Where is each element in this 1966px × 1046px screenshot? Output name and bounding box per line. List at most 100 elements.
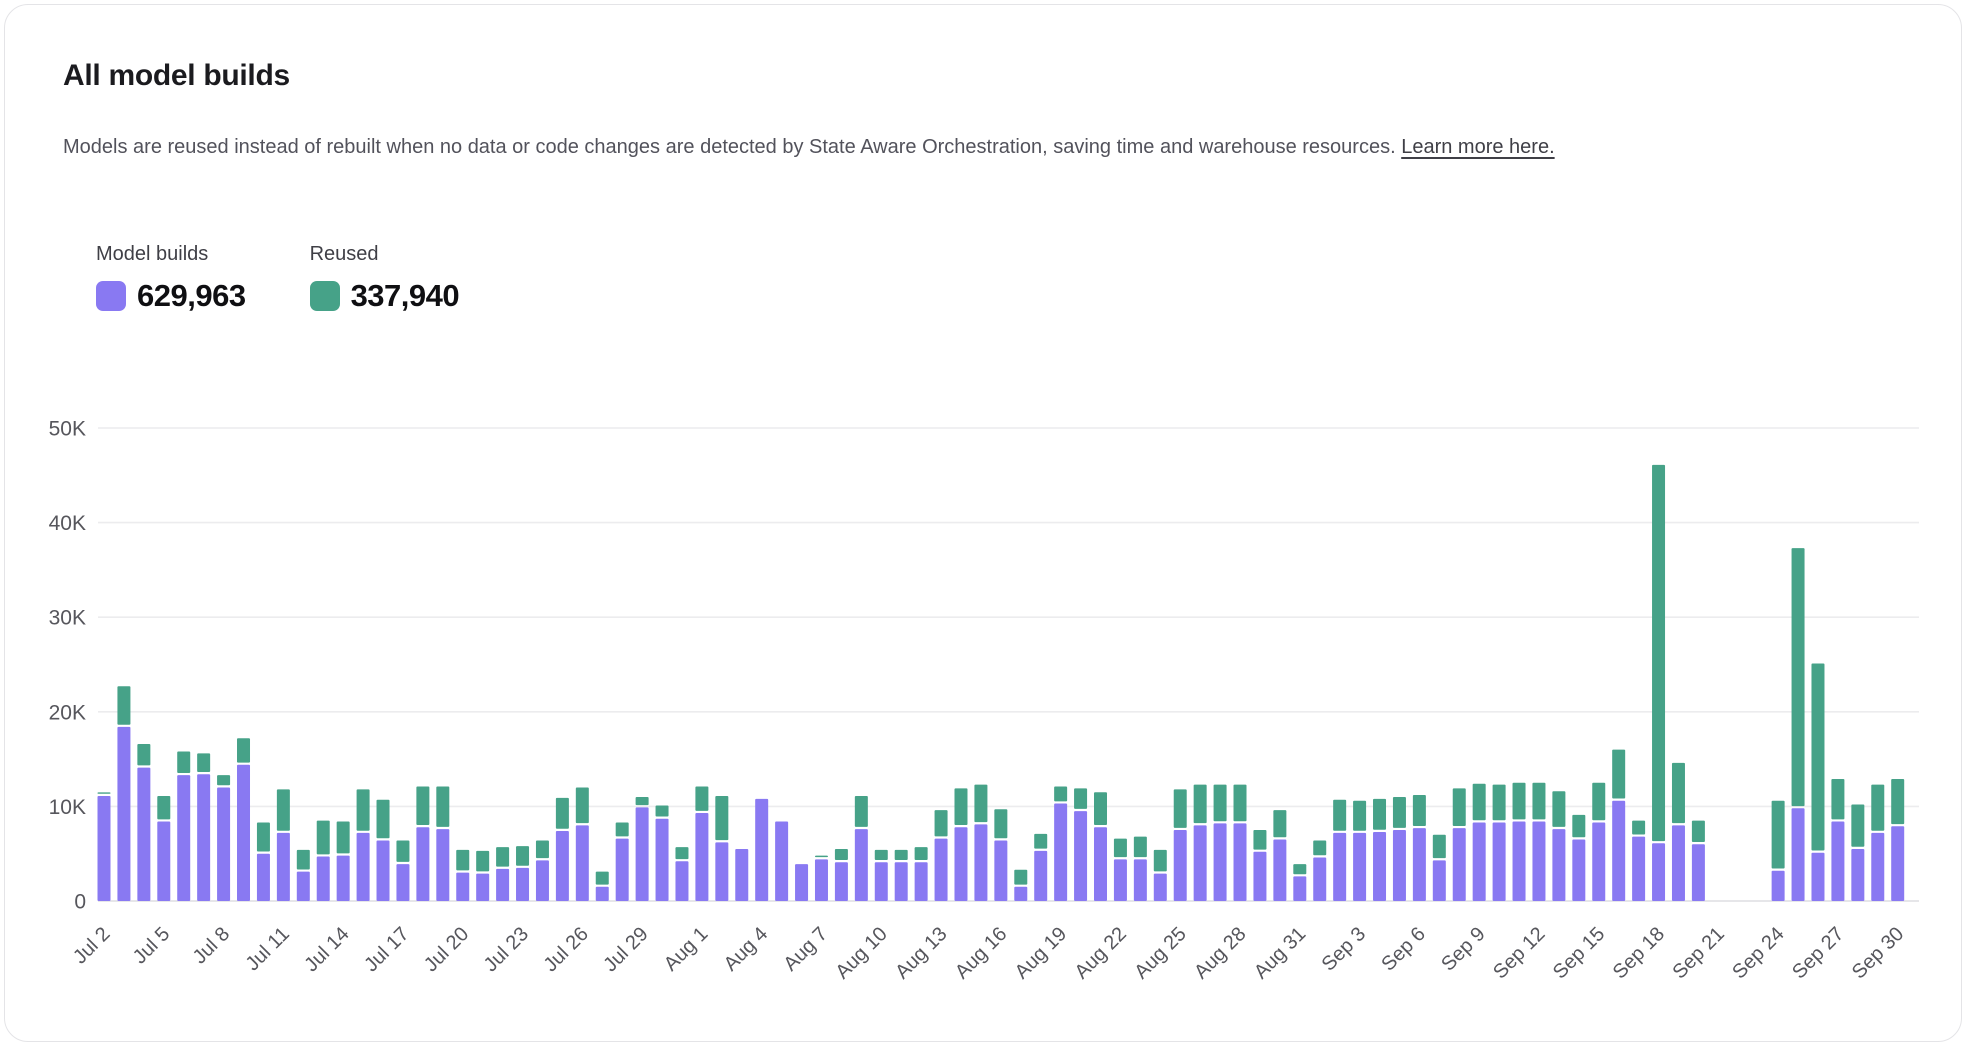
bar-model-builds[interactable] <box>1014 886 1028 901</box>
bar-reused[interactable] <box>1552 791 1566 827</box>
bar-reused[interactable] <box>1851 804 1865 847</box>
bar-model-builds[interactable] <box>1452 828 1466 901</box>
bar-reused[interactable] <box>635 796 649 806</box>
bar-model-builds[interactable] <box>575 825 589 901</box>
bar-reused[interactable] <box>1094 792 1107 826</box>
bar-model-builds[interactable] <box>1472 822 1486 901</box>
bar-model-builds[interactable] <box>675 861 689 901</box>
bar-reused[interactable] <box>1173 789 1187 828</box>
bar-model-builds[interactable] <box>695 813 709 901</box>
bar-model-builds[interactable] <box>814 859 828 901</box>
bar-model-builds[interactable] <box>755 798 769 901</box>
bar-reused[interactable] <box>436 786 450 827</box>
bar-model-builds[interactable] <box>1891 826 1905 901</box>
bar-model-builds[interactable] <box>1412 828 1426 901</box>
bar-model-builds[interactable] <box>655 818 669 901</box>
bar-model-builds[interactable] <box>237 764 251 901</box>
bar-reused[interactable] <box>157 795 171 820</box>
bar-reused[interactable] <box>237 738 251 763</box>
bar-reused[interactable] <box>1133 836 1147 858</box>
bar-reused[interactable] <box>1213 784 1227 822</box>
bar-model-builds[interactable] <box>316 856 330 901</box>
bar-model-builds[interactable] <box>396 864 410 901</box>
bar-model-builds[interactable] <box>356 832 370 901</box>
bar-reused[interactable] <box>336 821 350 854</box>
learn-more-link[interactable]: Learn more here. <box>1401 136 1555 158</box>
bar-reused[interactable] <box>1193 784 1207 824</box>
bar-reused[interactable] <box>954 788 968 826</box>
bar-reused[interactable] <box>1691 820 1705 843</box>
bar-model-builds[interactable] <box>1054 803 1068 901</box>
bar-reused[interactable] <box>1612 749 1626 799</box>
bar-reused[interactable] <box>1632 820 1646 835</box>
bar-reused[interactable] <box>256 822 270 852</box>
bar-model-builds[interactable] <box>894 862 908 901</box>
bar-reused[interactable] <box>814 855 828 858</box>
bar-model-builds[interactable] <box>1771 870 1785 901</box>
bar-model-builds[interactable] <box>217 787 231 901</box>
bar-model-builds[interactable] <box>914 862 928 901</box>
bar-reused[interactable] <box>1432 834 1446 859</box>
bar-reused[interactable] <box>974 784 988 823</box>
bar-reused[interactable] <box>1512 782 1526 820</box>
bar-model-builds[interactable] <box>595 886 609 901</box>
bar-model-builds[interactable] <box>615 838 629 901</box>
bar-model-builds[interactable] <box>1492 822 1506 901</box>
bar-reused[interactable] <box>1452 788 1466 826</box>
bar-reused[interactable] <box>1671 762 1685 824</box>
bar-model-builds[interactable] <box>436 829 450 901</box>
bar-model-builds[interactable] <box>535 860 549 901</box>
bar-model-builds[interactable] <box>97 795 111 901</box>
bar-reused[interactable] <box>1153 849 1167 872</box>
bar-model-builds[interactable] <box>496 868 510 901</box>
bar-model-builds[interactable] <box>1273 839 1287 901</box>
bar-reused[interactable] <box>555 797 569 829</box>
bar-model-builds[interactable] <box>276 832 290 901</box>
bar-model-builds[interactable] <box>1233 823 1247 901</box>
bar-model-builds[interactable] <box>1313 857 1327 901</box>
bar-model-builds[interactable] <box>1333 832 1347 901</box>
bar-model-builds[interactable] <box>775 821 789 901</box>
bar-reused[interactable] <box>177 751 191 773</box>
bar-reused[interactable] <box>1353 800 1367 831</box>
bar-model-builds[interactable] <box>296 871 310 901</box>
bar-model-builds[interactable] <box>1632 836 1646 901</box>
bar-model-builds[interactable] <box>1074 811 1088 901</box>
bar-reused[interactable] <box>874 849 888 861</box>
bar-reused[interactable] <box>1412 795 1426 826</box>
bar-reused[interactable] <box>1373 798 1387 830</box>
bar-model-builds[interactable] <box>456 872 470 901</box>
bar-reused[interactable] <box>994 809 1008 839</box>
bar-model-builds[interactable] <box>735 848 749 901</box>
bar-model-builds[interactable] <box>715 842 729 901</box>
bar-model-builds[interactable] <box>854 829 868 901</box>
bar-reused[interactable] <box>535 840 549 859</box>
bar-reused[interactable] <box>516 846 530 866</box>
bar-model-builds[interactable] <box>1691 844 1705 901</box>
bar-model-builds[interactable] <box>1113 859 1127 901</box>
bar-reused[interactable] <box>276 789 290 831</box>
bar-reused[interactable] <box>695 786 709 811</box>
bar-reused[interactable] <box>1392 796 1406 828</box>
bar-model-builds[interactable] <box>516 867 530 901</box>
bar-reused[interactable] <box>1253 830 1267 850</box>
bar-reused[interactable] <box>97 792 111 794</box>
bar-model-builds[interactable] <box>1791 808 1805 901</box>
bar-reused[interactable] <box>1572 814 1586 838</box>
bar-model-builds[interactable] <box>197 774 211 901</box>
bar-model-builds[interactable] <box>1432 860 1446 901</box>
bar-model-builds[interactable] <box>1034 850 1048 901</box>
bar-reused[interactable] <box>197 753 211 773</box>
bar-model-builds[interactable] <box>157 821 171 901</box>
bar-model-builds[interactable] <box>256 853 270 901</box>
bar-reused[interactable] <box>1891 778 1905 825</box>
bar-model-builds[interactable] <box>336 855 350 901</box>
bar-reused[interactable] <box>1313 840 1327 856</box>
bar-reused[interactable] <box>675 847 689 860</box>
bar-model-builds[interactable] <box>476 873 490 901</box>
bar-reused[interactable] <box>1054 786 1068 802</box>
bar-model-builds[interactable] <box>1871 832 1885 901</box>
bar-reused[interactable] <box>615 822 629 837</box>
bar-reused[interactable] <box>217 775 231 786</box>
bar-model-builds[interactable] <box>954 827 968 901</box>
